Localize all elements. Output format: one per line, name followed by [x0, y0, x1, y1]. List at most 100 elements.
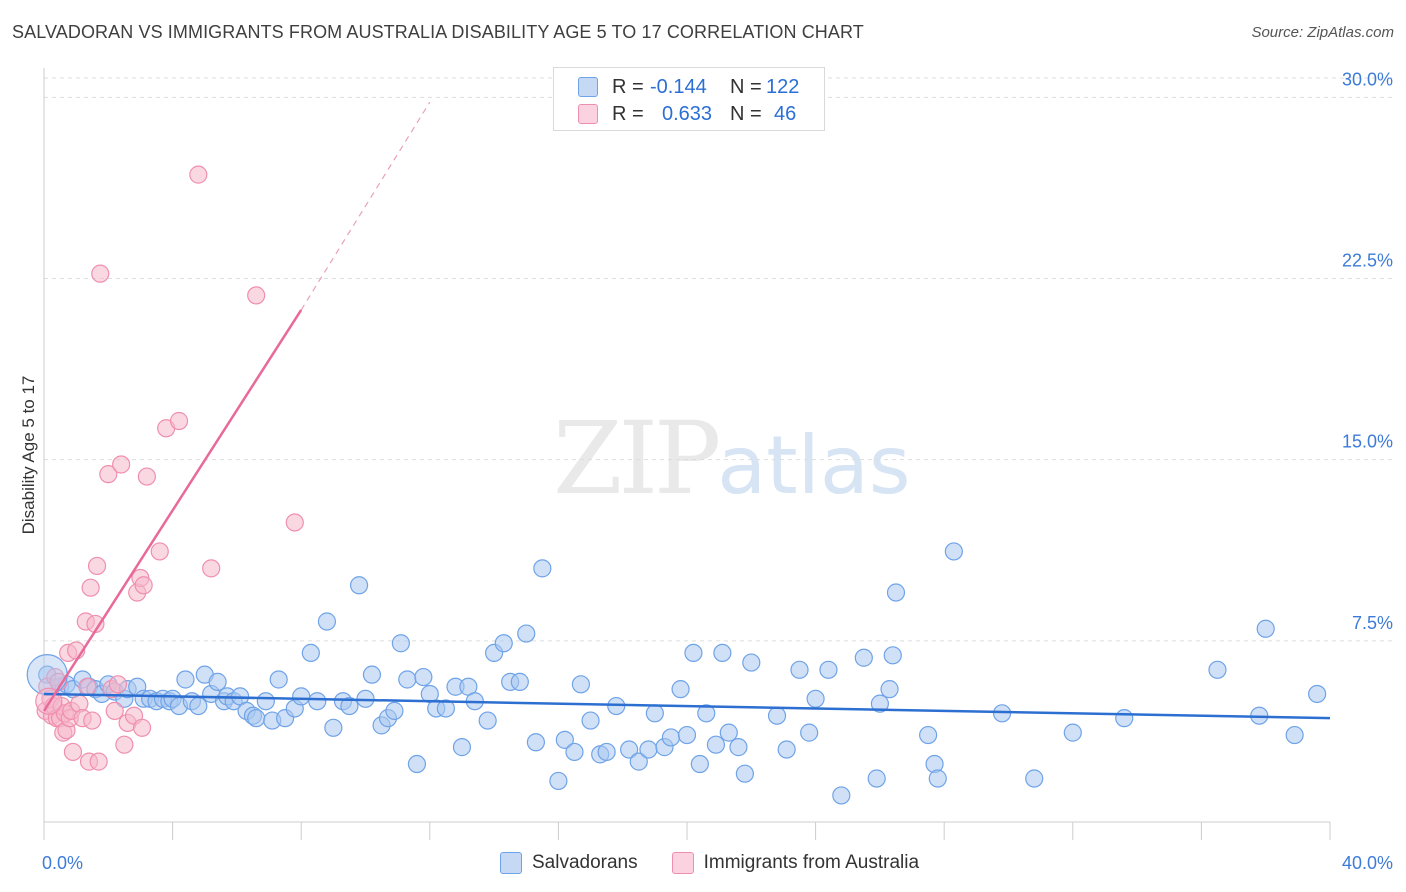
watermark: ZIPatlas [553, 400, 911, 517]
point-salvadoran [340, 696, 359, 716]
y-tick-label: 22.5% [1342, 250, 1393, 270]
point-salvadoran [1063, 723, 1082, 742]
point-australia [83, 711, 102, 730]
point-salvadoran [677, 725, 697, 745]
point-salvadoran [597, 742, 616, 762]
point-salvadoran [697, 704, 716, 723]
n-value: 122 [766, 75, 800, 98]
point-salvadoran [639, 740, 658, 759]
n-label: N = [730, 102, 762, 125]
point-salvadoran [1208, 660, 1227, 679]
point-salvadoran [742, 653, 761, 672]
point-salvadoran [928, 769, 947, 788]
y-tick-label: 15.0% [1342, 432, 1393, 452]
point-salvadoran [565, 742, 584, 762]
point-salvadoran [1115, 709, 1134, 728]
point-salvadoran [581, 711, 600, 730]
legend-row-salvadorans: R = -0.144 N = 122 [578, 74, 799, 100]
point-salvadoran [867, 769, 886, 788]
legend-item-australia: Immigrants from Australia [671, 852, 919, 874]
point-salvadoran [414, 667, 433, 687]
point-salvadoran [883, 646, 902, 665]
point-australia [87, 556, 107, 576]
point-salvadoran [308, 692, 327, 711]
point-australia [115, 735, 134, 754]
legend-swatch-australia [671, 852, 694, 874]
trendline-australia [42, 309, 303, 712]
n-label: N = [730, 75, 762, 98]
y-axis-label: Disability Age 5 to 17 [19, 376, 38, 535]
point-salvadoran [189, 696, 208, 716]
point-australia [132, 718, 152, 737]
point-salvadoran [690, 754, 709, 774]
point-salvadoran [324, 718, 343, 737]
point-salvadoran [854, 648, 873, 667]
trendline-salvadorans [43, 692, 1331, 720]
point-australia [99, 465, 118, 484]
point-salvadoran [510, 672, 529, 691]
r-value: -0.144 [650, 75, 707, 98]
legend-item-salvadorans: Salvadorans [500, 852, 638, 874]
point-australia [137, 467, 156, 486]
series-legend: Salvadorans Immigrants from Australia [500, 852, 953, 874]
point-salvadoran [385, 701, 404, 720]
point-australia [150, 542, 169, 561]
point-salvadoran [292, 687, 311, 706]
point-salvadoran [819, 660, 838, 679]
point-salvadoran [452, 738, 472, 757]
point-australia [285, 513, 304, 532]
point-salvadoran [1256, 619, 1275, 638]
point-salvadoran [407, 754, 427, 774]
point-salvadoran [478, 711, 497, 730]
r-value: 0.633 [662, 102, 713, 125]
point-salvadoran [349, 576, 369, 595]
y-tick-label: 7.5% [1352, 613, 1393, 633]
r-label: R = [612, 102, 644, 125]
legend-swatch-salvadorans [578, 77, 598, 97]
point-salvadoran [806, 689, 825, 708]
trendline-australia-extension [300, 101, 431, 311]
point-salvadoran [269, 670, 288, 689]
legend-label-salvadorans: Salvadorans [532, 852, 638, 873]
point-australia [169, 411, 189, 431]
point-salvadoran [555, 730, 574, 749]
point-salvadoran [256, 692, 275, 711]
point-salvadoran [645, 704, 664, 723]
point-salvadoran [247, 709, 266, 728]
point-salvadoran [713, 643, 732, 663]
point-australia [63, 742, 83, 762]
point-salvadoran [661, 728, 681, 747]
point-salvadoran [494, 634, 513, 653]
point-australia [91, 264, 110, 283]
point-salvadoran [620, 740, 639, 759]
point-salvadoran [832, 786, 851, 805]
point-australia [108, 675, 128, 694]
point-australia [89, 752, 108, 771]
point-salvadoran [790, 660, 809, 679]
point-salvadoran [719, 723, 738, 742]
point-salvadoran [729, 738, 748, 757]
point-salvadoran [391, 634, 410, 653]
point-salvadoran [317, 612, 337, 631]
y-tick-label: 30.0% [1342, 69, 1393, 89]
point-salvadoran [800, 723, 819, 742]
legend-row-australia: R = 0.633 N = 46 [578, 101, 796, 127]
chart-title: SALVADORAN VS IMMIGRANTS FROM AUSTRALIA … [12, 22, 864, 42]
point-salvadoran [870, 694, 890, 713]
point-salvadoran [571, 675, 591, 694]
point-salvadoran [919, 725, 938, 745]
legend-swatch-australia [578, 104, 598, 124]
point-salvadoran [1025, 769, 1044, 788]
point-salvadoran [301, 643, 320, 663]
point-australia [189, 165, 208, 184]
r-label: R = [612, 75, 644, 98]
point-salvadoran [629, 752, 648, 771]
point-salvadoran [1308, 684, 1327, 704]
point-salvadoran [526, 733, 545, 752]
point-salvadoran [671, 680, 690, 699]
x-tick-label: 40.0% [1342, 853, 1393, 873]
source-label: Source: ZipAtlas.com [1251, 24, 1394, 41]
point-australia [202, 559, 221, 578]
point-australia [134, 576, 153, 595]
